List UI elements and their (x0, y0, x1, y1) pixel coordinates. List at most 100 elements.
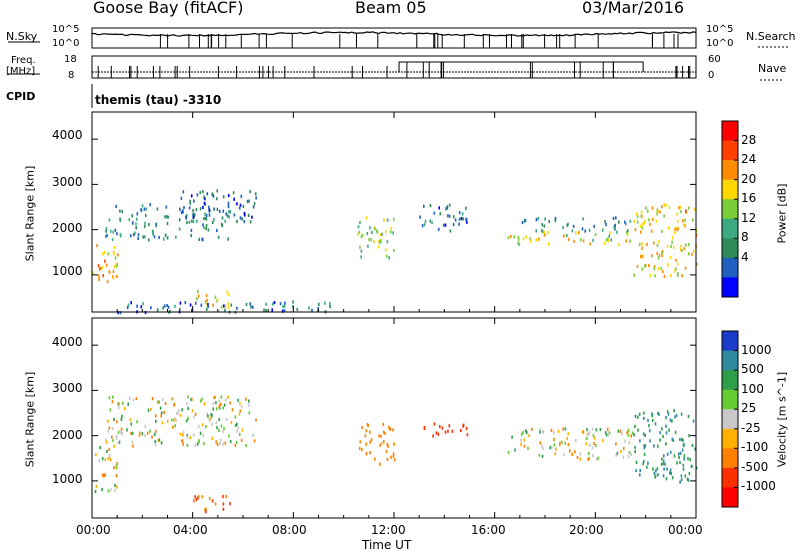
data-cell (651, 418, 654, 422)
data-cell (665, 431, 668, 435)
data-cell (359, 220, 361, 225)
data-cell (184, 301, 187, 305)
data-cell (131, 221, 134, 225)
data-cell (238, 432, 241, 436)
data-cell (629, 219, 632, 223)
data-cell (284, 301, 286, 305)
data-cell (361, 425, 363, 430)
data-cell (675, 226, 678, 230)
data-cell (201, 397, 203, 401)
data-cell (183, 205, 185, 210)
data-cell (681, 448, 684, 452)
data-cell (650, 254, 653, 258)
data-cell (649, 222, 651, 226)
data-cell (131, 214, 133, 218)
colorbar-tick-label: 1000 (741, 342, 772, 357)
data-cell (549, 446, 551, 450)
data-cell (671, 476, 674, 480)
data-cell (523, 438, 525, 442)
data-cell (654, 422, 657, 426)
data-cell (604, 220, 606, 224)
data-cell (553, 438, 555, 442)
data-cell (170, 397, 173, 401)
data-cell (652, 467, 654, 471)
data-cell (203, 195, 205, 199)
data-cell (204, 300, 207, 304)
data-cell (665, 203, 667, 207)
data-cell (616, 230, 618, 234)
data-cell (358, 446, 361, 450)
data-cell (562, 427, 564, 431)
data-cell (566, 437, 568, 441)
data-cell (237, 426, 239, 430)
data-cell (678, 455, 680, 460)
data-cell (175, 411, 178, 415)
data-cell (661, 250, 664, 254)
data-cell (163, 237, 165, 241)
data-cell (627, 454, 630, 459)
data-cell (167, 215, 169, 219)
data-cell (283, 304, 286, 308)
data-cell (104, 438, 107, 442)
data-cell (665, 477, 668, 481)
data-cell (219, 442, 221, 446)
data-cell (465, 217, 468, 221)
data-cell (643, 221, 645, 225)
data-cell (564, 427, 567, 431)
data-cell (227, 194, 230, 198)
data-cell (160, 411, 163, 415)
data-cell (624, 439, 626, 443)
data-cell (216, 442, 219, 447)
data-cell (234, 443, 237, 447)
data-cell (646, 209, 649, 213)
data-cell (575, 231, 577, 235)
data-cell (116, 262, 119, 266)
data-cell (666, 410, 669, 414)
data-cell (683, 457, 685, 461)
data-cell (174, 424, 176, 428)
data-cell (117, 402, 119, 406)
data-cell (214, 295, 217, 299)
data-cell (120, 417, 123, 421)
data-cell (669, 255, 672, 259)
data-cell (252, 305, 254, 309)
data-cell (444, 430, 447, 434)
data-cell (574, 450, 576, 454)
data-cell (241, 217, 243, 221)
data-cell (111, 237, 114, 241)
data-cell (676, 228, 679, 232)
data-cell (543, 224, 546, 228)
data-cell (114, 483, 116, 488)
data-cell (114, 256, 117, 260)
data-cell (108, 218, 111, 222)
data-cell (206, 298, 208, 303)
data-cell (100, 266, 102, 271)
data-cell (142, 235, 144, 239)
data-cell (695, 466, 698, 470)
data-cell (228, 434, 230, 438)
data-cell (104, 458, 107, 462)
data-cell (454, 218, 457, 222)
data-cell (120, 427, 123, 431)
data-cell (688, 434, 690, 438)
nsky-tick-top: 10^5 (52, 24, 80, 35)
data-cell (236, 429, 238, 433)
data-cell (589, 443, 591, 447)
data-cell (161, 421, 164, 425)
data-cell (187, 395, 189, 399)
data-cell (657, 473, 659, 477)
data-cell (187, 416, 189, 420)
data-cell (539, 430, 541, 434)
data-cell (175, 418, 177, 422)
data-cell (131, 440, 134, 444)
xaxis-label: Time UT (362, 538, 412, 552)
data-cell (525, 429, 527, 433)
data-cell (380, 441, 383, 446)
data-cell (97, 274, 100, 278)
data-cell (554, 452, 556, 456)
data-cell (366, 423, 369, 427)
data-cell (205, 223, 208, 228)
data-cell (201, 423, 204, 427)
data-cell (584, 229, 586, 233)
data-cell (385, 248, 387, 252)
